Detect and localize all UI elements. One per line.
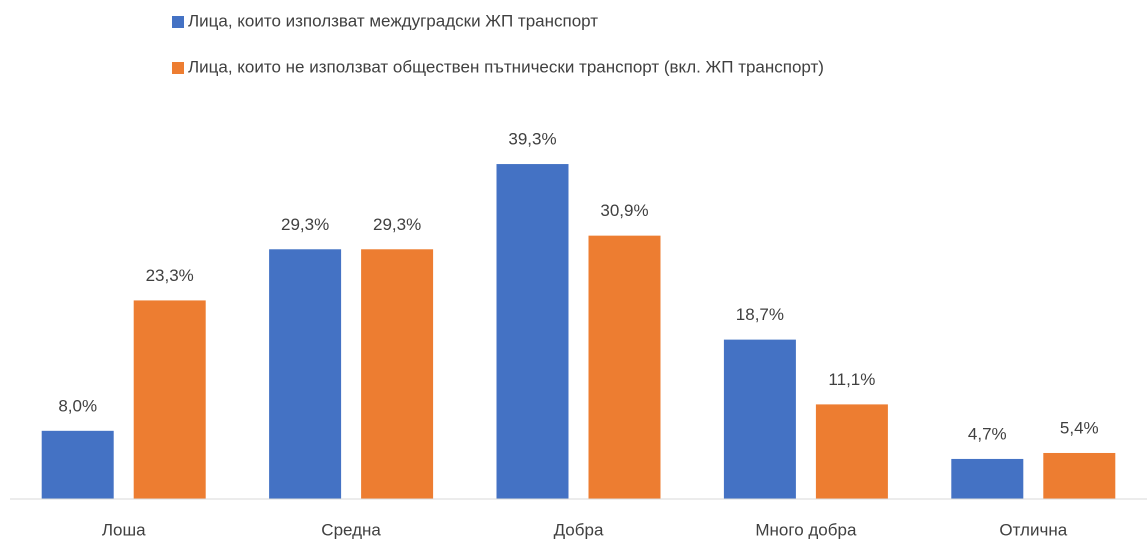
bar <box>361 249 434 499</box>
data-label: 30,9% <box>600 201 648 220</box>
bar <box>133 300 206 499</box>
x-tick-label: Много добра <box>755 520 857 539</box>
data-label: 23,3% <box>146 266 194 285</box>
legend-label: Лица, които не използват обществен пътни… <box>188 57 824 76</box>
x-tick-label: Средна <box>321 520 381 539</box>
legend-swatch <box>172 62 184 74</box>
bar <box>1043 452 1116 499</box>
bar <box>496 164 569 499</box>
data-label: 39,3% <box>508 130 556 149</box>
legend-swatch <box>172 16 184 28</box>
bar <box>269 249 342 499</box>
bar <box>41 430 114 499</box>
bar <box>815 404 888 499</box>
bar <box>588 235 661 500</box>
bar <box>951 458 1024 499</box>
x-tick-label: Добра <box>554 520 604 539</box>
data-label: 8,0% <box>58 396 97 415</box>
data-label: 11,1% <box>828 370 875 389</box>
bar <box>723 339 796 499</box>
x-tick-label: Отлична <box>999 520 1067 539</box>
data-label: 18,7% <box>736 305 784 324</box>
x-tick-label: Лоша <box>102 520 146 539</box>
legend-label: Лица, които използват междуградски ЖП тр… <box>188 11 598 30</box>
data-label: 5,4% <box>1060 418 1099 437</box>
data-label: 29,3% <box>281 215 329 234</box>
data-label: 29,3% <box>373 215 421 234</box>
data-label: 4,7% <box>968 424 1007 443</box>
